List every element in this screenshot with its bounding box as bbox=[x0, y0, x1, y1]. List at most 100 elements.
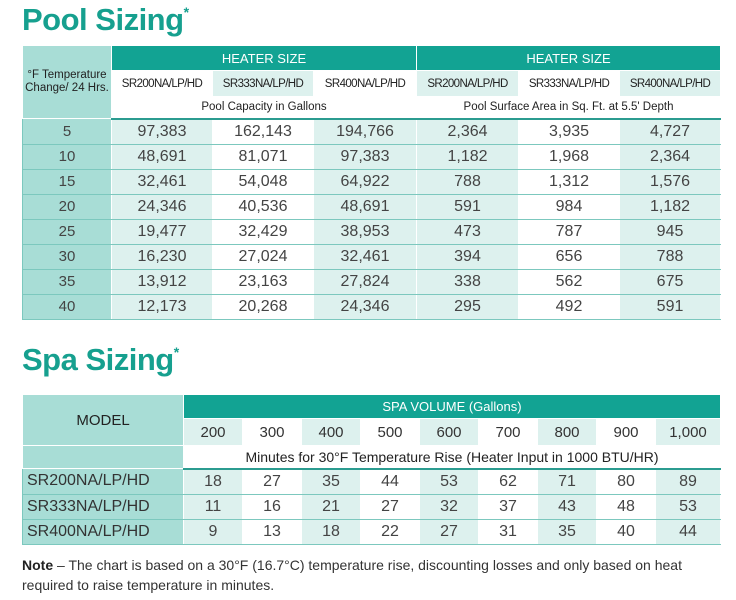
value-cell: 1,312 bbox=[518, 168, 621, 195]
value-cell: 984 bbox=[518, 193, 621, 220]
note: Note – The chart is based on a 30°F (16.… bbox=[22, 555, 722, 595]
spa-sizing-title: Spa Sizing* bbox=[22, 342, 179, 378]
model-header: MODEL bbox=[22, 394, 184, 446]
table-row: SR333NA/LP/HD 11 16 21 27 32 37 43 48 53 bbox=[22, 493, 721, 520]
volume-header: 1,000 bbox=[655, 418, 721, 446]
volume-header: 600 bbox=[419, 418, 479, 446]
temp-change-cell: 20 bbox=[22, 193, 112, 220]
model-column bbox=[22, 445, 184, 469]
minutes-cell: 35 bbox=[537, 518, 597, 545]
value-cell: 591 bbox=[619, 293, 722, 320]
temp-change-cell: 40 bbox=[22, 293, 112, 320]
table-row: 10 48,691 81,071 97,383 1,182 1,968 2,364 bbox=[22, 143, 722, 170]
volume-header: 300 bbox=[242, 418, 302, 446]
table-row: 15 32,461 54,048 64,922 788 1,312 1,576 bbox=[22, 168, 722, 195]
value-cell: 97,383 bbox=[111, 118, 213, 145]
value-cell: 27,024 bbox=[212, 243, 314, 270]
spa-volume-header: SPA VOLUME (Gallons) bbox=[183, 394, 721, 419]
table-row: 40 12,173 20,268 24,346 295 492 591 bbox=[22, 293, 722, 320]
table-row: 20 24,346 40,536 48,691 591 984 1,182 bbox=[22, 193, 722, 220]
value-cell: 656 bbox=[518, 243, 621, 270]
minutes-cell: 80 bbox=[596, 468, 656, 495]
value-cell: 23,163 bbox=[212, 268, 314, 295]
model-cell: SR333NA/LP/HD bbox=[22, 493, 184, 520]
temp-change-cell: 30 bbox=[22, 243, 112, 270]
volume-header: 400 bbox=[301, 418, 361, 446]
temp-change-cell: 25 bbox=[22, 218, 112, 245]
value-cell: 48,691 bbox=[111, 143, 213, 170]
minutes-cell: 32 bbox=[419, 493, 479, 520]
volume-header: 700 bbox=[478, 418, 538, 446]
spa-sizing-table: MODEL SPA VOLUME (Gallons) 200 300 400 500 6… bbox=[22, 394, 721, 545]
table-row: 25 19,477 32,429 38,953 473 787 945 bbox=[22, 218, 722, 245]
model-cell: SR200NA/LP/HD bbox=[22, 468, 184, 495]
value-cell: 16,230 bbox=[111, 243, 213, 270]
pool-sizing-title: Pool Sizing* bbox=[22, 2, 189, 38]
value-cell: 24,346 bbox=[312, 293, 418, 320]
value-cell: 787 bbox=[518, 218, 621, 245]
value-cell: 24,346 bbox=[111, 193, 213, 220]
value-cell: 20,268 bbox=[212, 293, 314, 320]
model-header: SR200NA/LP/HD bbox=[111, 70, 213, 97]
value-cell: 13,912 bbox=[111, 268, 213, 295]
note-text: – The chart is based on a 30°F (16.7°C) … bbox=[22, 557, 682, 593]
volume-header: 900 bbox=[596, 418, 656, 446]
value-cell: 81,071 bbox=[212, 143, 314, 170]
temp-change-cell: 5 bbox=[22, 118, 112, 145]
value-cell: 54,048 bbox=[212, 168, 314, 195]
value-cell: 97,383 bbox=[312, 143, 418, 170]
temp-change-cell: 35 bbox=[22, 268, 112, 295]
note-label: Note bbox=[22, 557, 54, 573]
minutes-cell: 21 bbox=[301, 493, 361, 520]
minutes-cell: 22 bbox=[360, 518, 420, 545]
spa-title-text: Spa Sizing bbox=[22, 342, 174, 377]
value-cell: 1,182 bbox=[416, 143, 520, 170]
value-cell: 1,968 bbox=[518, 143, 621, 170]
model-header: SR333NA/LP/HD bbox=[518, 70, 621, 97]
value-cell: 945 bbox=[619, 218, 722, 245]
table-row: SR400NA/LP/HD 9 13 18 22 27 31 35 40 44 bbox=[22, 518, 721, 545]
temp-change-cell: 15 bbox=[22, 168, 112, 195]
minutes-cell: 71 bbox=[537, 468, 597, 495]
pool-title-text: Pool Sizing bbox=[22, 2, 184, 37]
value-cell: 162,143 bbox=[212, 118, 314, 145]
value-cell: 591 bbox=[416, 193, 520, 220]
value-cell: 32,429 bbox=[212, 218, 314, 245]
volume-header: 200 bbox=[183, 418, 243, 446]
minutes-caption: Minutes for 30°F Temperature Rise (Heate… bbox=[183, 445, 721, 470]
minutes-cell: 48 bbox=[596, 493, 656, 520]
table-row: 30 16,230 27,024 32,461 394 656 788 bbox=[22, 243, 722, 270]
volume-header: 500 bbox=[360, 418, 420, 446]
model-header: SR333NA/LP/HD bbox=[212, 70, 314, 97]
minutes-cell: 43 bbox=[537, 493, 597, 520]
value-cell: 27,824 bbox=[312, 268, 418, 295]
value-cell: 40,536 bbox=[212, 193, 314, 220]
value-cell: 4,727 bbox=[619, 118, 722, 145]
heater-size-header: HEATER SIZE bbox=[110, 45, 418, 71]
minutes-cell: 18 bbox=[183, 468, 243, 495]
value-cell: 562 bbox=[518, 268, 621, 295]
value-cell: 1,182 bbox=[619, 193, 722, 220]
minutes-cell: 31 bbox=[478, 518, 538, 545]
model-header: SR400NA/LP/HD bbox=[619, 70, 722, 97]
minutes-cell: 18 bbox=[301, 518, 361, 545]
table-row: 5 97,383 162,143 194,766 2,364 3,935 4,727 bbox=[22, 118, 722, 145]
table-row: 35 13,912 23,163 27,824 338 562 675 bbox=[22, 268, 722, 295]
value-cell: 3,935 bbox=[518, 118, 621, 145]
temp-change-header: °F Temperature Change/ 24 Hrs. bbox=[22, 45, 112, 119]
value-cell: 32,461 bbox=[312, 243, 418, 270]
minutes-cell: 40 bbox=[596, 518, 656, 545]
value-cell: 12,173 bbox=[111, 293, 213, 320]
value-cell: 473 bbox=[416, 218, 520, 245]
value-cell: 338 bbox=[416, 268, 520, 295]
minutes-cell: 53 bbox=[419, 468, 479, 495]
minutes-cell: 44 bbox=[360, 468, 420, 495]
heater-size-header: HEATER SIZE bbox=[416, 45, 722, 71]
value-cell: 788 bbox=[619, 243, 722, 270]
model-header: SR200NA/LP/HD bbox=[416, 70, 520, 97]
value-cell: 675 bbox=[619, 268, 722, 295]
temp-change-cell: 10 bbox=[22, 143, 112, 170]
value-cell: 48,691 bbox=[312, 193, 418, 220]
table-row: SR200NA/LP/HD 18 27 35 44 53 62 71 80 89 bbox=[22, 468, 721, 495]
minutes-cell: 89 bbox=[655, 468, 721, 495]
